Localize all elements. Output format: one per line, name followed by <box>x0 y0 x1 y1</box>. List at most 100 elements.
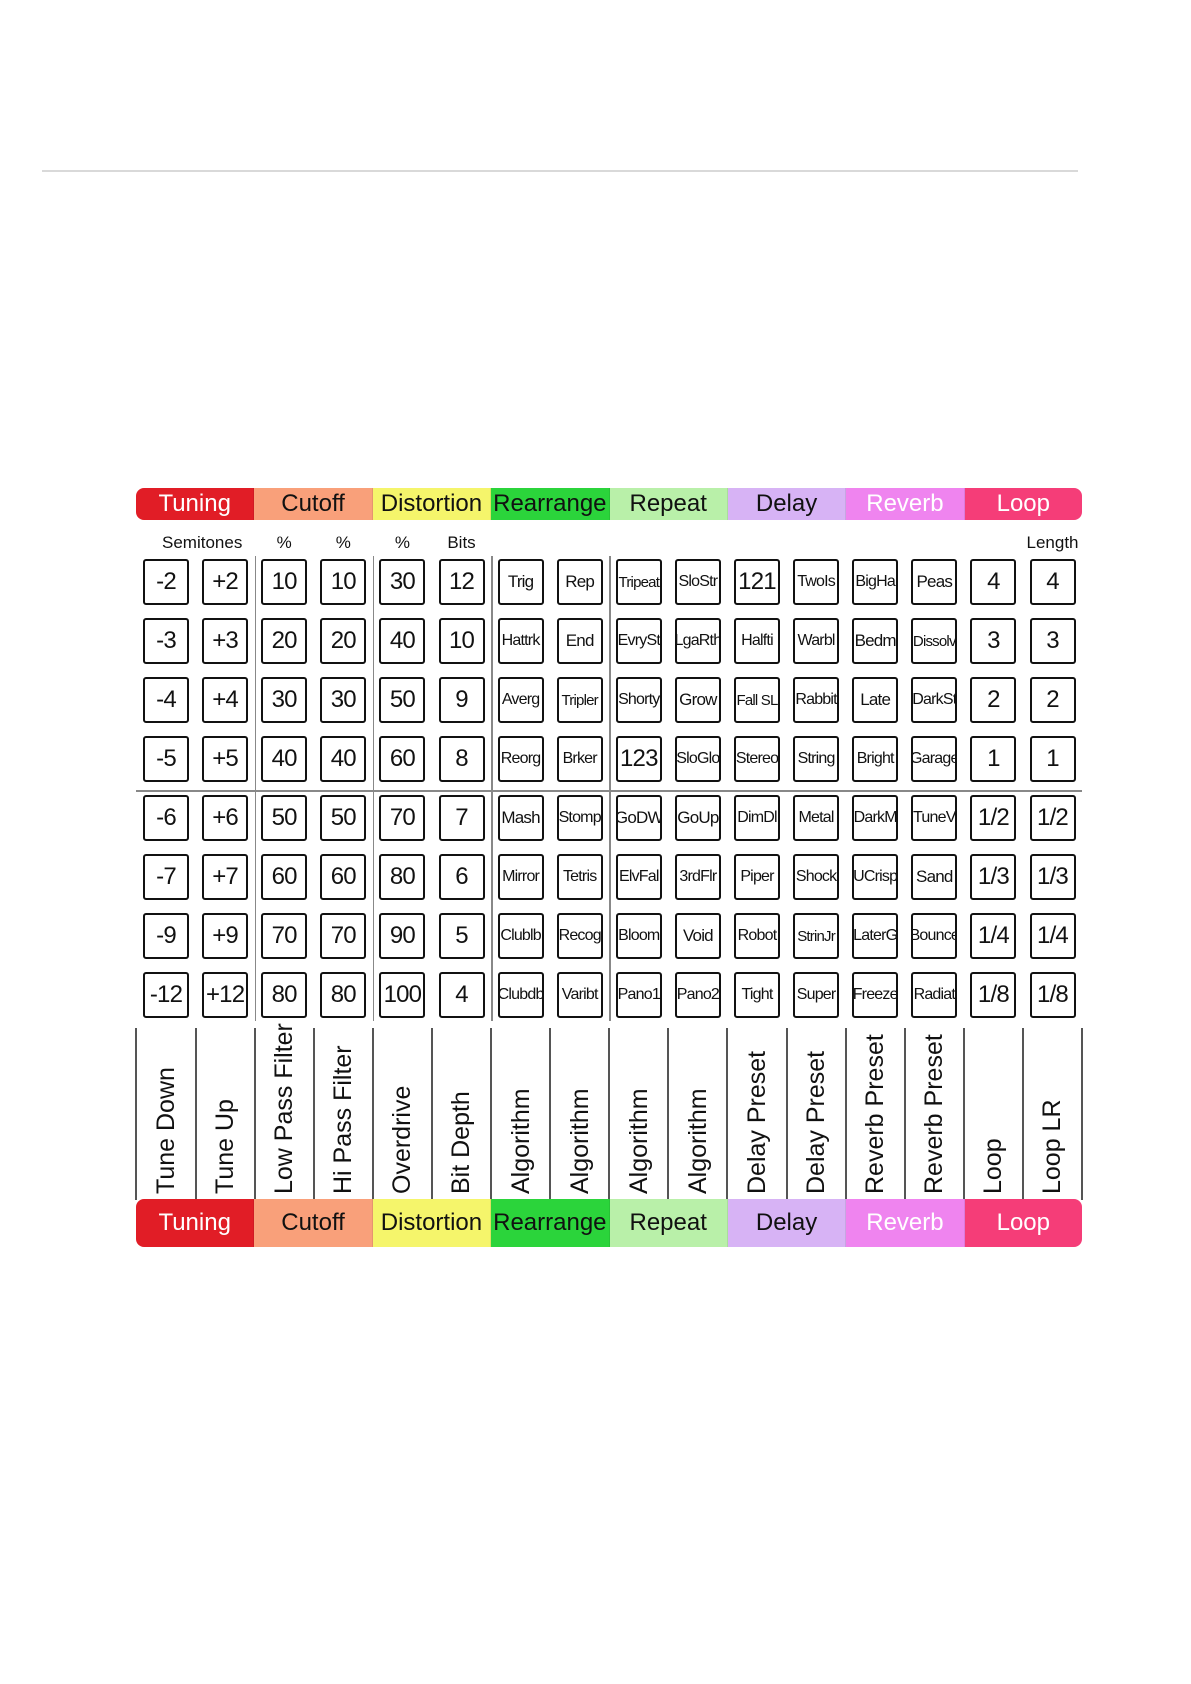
preset-cell[interactable]: Tripler <box>556 677 603 723</box>
preset-cell[interactable]: 70 <box>261 913 308 959</box>
preset-cell[interactable]: 50 <box>261 795 308 841</box>
preset-cell[interactable]: 70 <box>379 795 426 841</box>
preset-cell[interactable]: +9 <box>202 913 249 959</box>
preset-cell[interactable]: 9 <box>438 677 485 723</box>
preset-cell[interactable]: Grow <box>674 677 721 723</box>
preset-cell[interactable]: 1/3 <box>970 854 1017 900</box>
preset-cell[interactable]: -4 <box>143 677 189 723</box>
preset-cell[interactable]: 80 <box>320 972 367 1018</box>
preset-cell[interactable]: SloStr <box>674 559 721 605</box>
preset-cell[interactable]: 6 <box>438 854 485 900</box>
preset-cell[interactable]: Piper <box>734 854 780 900</box>
preset-cell[interactable]: String <box>793 736 840 782</box>
preset-cell[interactable]: Rep <box>556 559 603 605</box>
preset-cell[interactable]: GoUp <box>674 795 721 841</box>
preset-cell[interactable]: +2 <box>202 559 249 605</box>
preset-cell[interactable]: 20 <box>261 618 308 664</box>
preset-cell[interactable]: TuneV <box>911 795 958 841</box>
preset-cell[interactable]: Brker <box>556 736 603 782</box>
preset-cell[interactable]: Void <box>674 913 721 959</box>
preset-cell[interactable]: 123 <box>615 736 662 782</box>
preset-cell[interactable]: Tripeat <box>615 559 662 605</box>
preset-cell[interactable]: 2 <box>970 677 1017 723</box>
preset-cell[interactable]: -6 <box>143 795 189 841</box>
preset-cell[interactable]: -12 <box>143 972 189 1018</box>
preset-cell[interactable]: Bloom <box>615 913 662 959</box>
preset-cell[interactable]: LgaRth <box>674 618 721 664</box>
preset-cell[interactable]: Fall SL <box>734 677 780 723</box>
preset-cell[interactable]: Tight <box>734 972 780 1018</box>
preset-cell[interactable]: ElvFal <box>615 854 662 900</box>
preset-cell[interactable]: 40 <box>379 618 426 664</box>
preset-cell[interactable]: SloGlo <box>674 736 721 782</box>
preset-cell[interactable]: Mash <box>497 795 544 841</box>
preset-cell[interactable]: BigHa <box>852 559 899 605</box>
preset-cell[interactable]: Robot <box>734 913 780 959</box>
preset-cell[interactable]: 1/3 <box>1029 854 1076 900</box>
preset-cell[interactable]: 60 <box>320 854 367 900</box>
preset-cell[interactable]: 60 <box>379 736 426 782</box>
preset-cell[interactable]: -5 <box>143 736 189 782</box>
preset-cell[interactable]: 3 <box>970 618 1017 664</box>
preset-cell[interactable]: 10 <box>261 559 308 605</box>
preset-cell[interactable]: 2 <box>1029 677 1076 723</box>
preset-cell[interactable]: Warbl <box>793 618 840 664</box>
preset-cell[interactable]: Rabbit <box>793 677 840 723</box>
preset-cell[interactable]: Pano1 <box>615 972 662 1018</box>
preset-cell[interactable]: 80 <box>261 972 308 1018</box>
preset-cell[interactable]: Averg <box>497 677 544 723</box>
preset-cell[interactable]: +3 <box>202 618 249 664</box>
preset-cell[interactable]: Super <box>793 972 840 1018</box>
preset-cell[interactable]: Radiat <box>911 972 958 1018</box>
preset-cell[interactable]: Stereo <box>734 736 780 782</box>
preset-cell[interactable]: 5 <box>438 913 485 959</box>
preset-cell[interactable]: Sand <box>911 854 958 900</box>
preset-cell[interactable]: 4 <box>1029 559 1076 605</box>
preset-cell[interactable]: -9 <box>143 913 189 959</box>
preset-cell[interactable]: +7 <box>202 854 249 900</box>
preset-cell[interactable]: Varibt <box>556 972 603 1018</box>
preset-cell[interactable]: UCrisp <box>852 854 899 900</box>
preset-cell[interactable]: 80 <box>379 854 426 900</box>
preset-cell[interactable]: 1/2 <box>970 795 1017 841</box>
preset-cell[interactable]: -2 <box>143 559 189 605</box>
preset-cell[interactable]: Hattrk <box>497 618 544 664</box>
preset-cell[interactable]: TwoIs <box>793 559 840 605</box>
preset-cell[interactable]: 50 <box>320 795 367 841</box>
preset-cell[interactable]: Halfti <box>734 618 780 664</box>
preset-cell[interactable]: 3rdFlr <box>674 854 721 900</box>
preset-cell[interactable]: Late <box>852 677 899 723</box>
preset-cell[interactable]: 90 <box>379 913 426 959</box>
preset-cell[interactable]: Clubdb <box>497 972 544 1018</box>
preset-cell[interactable]: Metal <box>793 795 840 841</box>
preset-cell[interactable]: +6 <box>202 795 249 841</box>
preset-cell[interactable]: Tetris <box>556 854 603 900</box>
preset-cell[interactable]: 121 <box>734 559 780 605</box>
preset-cell[interactable]: DarkSt <box>911 677 958 723</box>
preset-cell[interactable]: 3 <box>1029 618 1076 664</box>
preset-cell[interactable]: -3 <box>143 618 189 664</box>
preset-cell[interactable]: DarkM <box>852 795 899 841</box>
preset-cell[interactable]: Mirror <box>497 854 544 900</box>
preset-cell[interactable]: 60 <box>261 854 308 900</box>
preset-cell[interactable]: Reorg <box>497 736 544 782</box>
preset-cell[interactable]: 30 <box>261 677 308 723</box>
preset-cell[interactable]: Bounce <box>911 913 958 959</box>
preset-cell[interactable]: 100 <box>379 972 426 1018</box>
preset-cell[interactable]: 1 <box>1029 736 1076 782</box>
preset-cell[interactable]: 40 <box>320 736 367 782</box>
preset-cell[interactable]: 1/4 <box>1029 913 1076 959</box>
preset-cell[interactable]: EvrySt <box>615 618 662 664</box>
preset-cell[interactable]: 10 <box>438 618 485 664</box>
preset-cell[interactable]: 1/4 <box>970 913 1017 959</box>
preset-cell[interactable]: Stomp <box>556 795 603 841</box>
preset-cell[interactable]: 12 <box>438 559 485 605</box>
preset-cell[interactable]: 1/2 <box>1029 795 1076 841</box>
preset-cell[interactable]: Garage <box>911 736 958 782</box>
preset-cell[interactable]: Shock <box>793 854 840 900</box>
preset-cell[interactable]: LaterG <box>852 913 899 959</box>
preset-cell[interactable]: 1/8 <box>970 972 1017 1018</box>
preset-cell[interactable]: Shorty <box>615 677 662 723</box>
preset-cell[interactable]: Clublb <box>497 913 544 959</box>
preset-cell[interactable]: Bright <box>852 736 899 782</box>
